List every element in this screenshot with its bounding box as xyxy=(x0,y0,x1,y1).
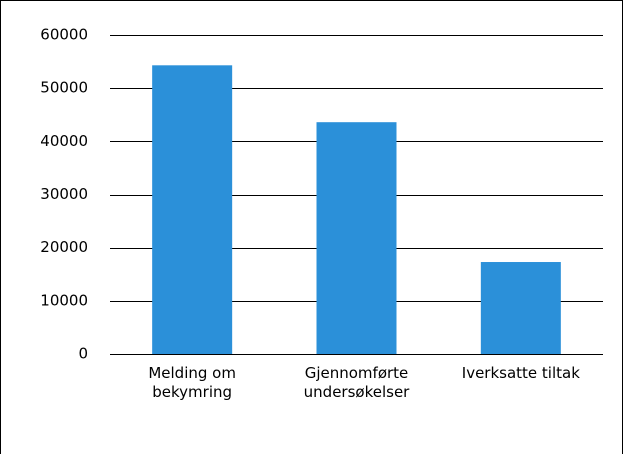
y-tick-label: 60000 xyxy=(40,26,88,44)
bar xyxy=(480,262,561,354)
bar xyxy=(152,65,233,355)
y-tick-label: 30000 xyxy=(40,185,88,203)
y-tick-label: 40000 xyxy=(40,132,88,150)
y-tick-label: 50000 xyxy=(40,79,88,97)
bar xyxy=(316,122,397,355)
y-tick-label: 0 xyxy=(78,345,88,363)
y-tick-label: 20000 xyxy=(40,238,88,256)
x-tick-label: Iverksatte tiltak xyxy=(461,364,580,382)
x-tick-label: Gjennomførte undersøkelser xyxy=(303,364,410,401)
x-tick-label: Melding om bekymring xyxy=(148,364,236,401)
y-tick-label: 10000 xyxy=(40,291,88,309)
